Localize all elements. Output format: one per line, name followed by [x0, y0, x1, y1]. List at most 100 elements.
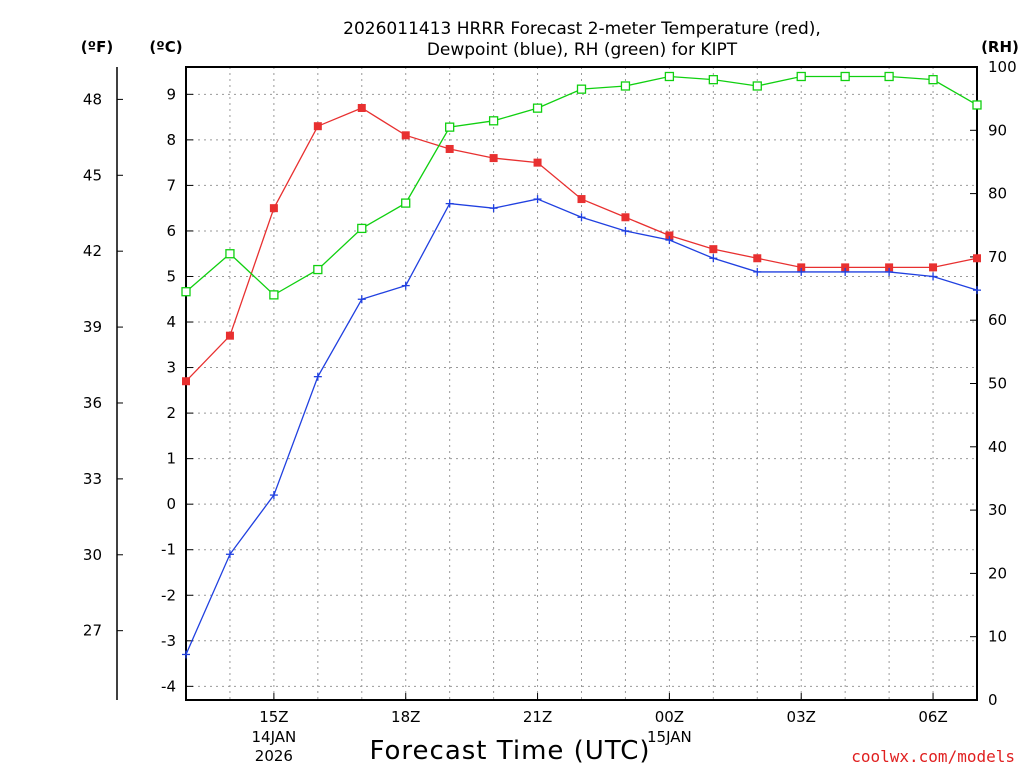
rh-point — [488, 116, 499, 126]
x-tick-label: 21Z — [523, 708, 552, 726]
temperature-point — [665, 231, 674, 240]
rh-point — [796, 71, 806, 82]
chart-title-line-1: 2026011413 HRRR Forecast 2-meter Tempera… — [343, 19, 821, 39]
dewpoint-point — [533, 195, 542, 204]
fahrenheit-tick-label: 48 — [83, 90, 102, 108]
temperature-point — [269, 204, 278, 213]
rh-point — [576, 84, 587, 94]
rh-point — [532, 103, 543, 113]
rh-tick-label: 50 — [988, 375, 1007, 393]
fahrenheit-tick-label: 33 — [83, 470, 102, 488]
rh-point — [401, 198, 411, 208]
celsius-tick-label: -4 — [161, 677, 176, 695]
chart-title-line-2: Dewpoint (blue), RH (green) for KIPT — [427, 40, 738, 60]
rh-tick-label: 0 — [988, 691, 998, 709]
rh-point — [972, 100, 982, 110]
x-tick-label: 18Z — [391, 708, 420, 726]
rh-point — [181, 287, 191, 297]
temperature-point — [797, 263, 806, 272]
temperature-point — [533, 158, 542, 167]
rh-tick-label: 10 — [988, 628, 1007, 646]
dewpoint-point — [973, 286, 981, 295]
dewpoint-point — [929, 272, 938, 281]
celsius-tick-label: -3 — [161, 632, 176, 650]
fahrenheit-tick-label: 39 — [83, 318, 102, 336]
rh-point — [664, 71, 675, 82]
rh-point — [708, 75, 718, 85]
x-tick-sublabel: 15JAN — [647, 728, 692, 746]
celsius-tick-label: 0 — [166, 495, 176, 513]
rh-tick-label: 40 — [988, 438, 1007, 456]
celsius-tick-label: 7 — [166, 176, 176, 194]
dewpoint-point — [225, 550, 234, 559]
dewpoint-point — [797, 267, 806, 276]
x-tick-label: 15Z — [259, 708, 288, 726]
temperature-point — [313, 122, 322, 131]
rh-unit-label: (RH) — [981, 38, 1019, 56]
x-tick-sublabel: 2026 — [255, 747, 293, 765]
temperature-point — [841, 263, 850, 272]
x-axis-title: Forecast Time (UTC) — [369, 736, 650, 766]
rh-point — [357, 223, 367, 234]
celsius-tick-label: -2 — [161, 586, 176, 604]
x-tick-label: 00Z — [655, 708, 684, 726]
grid-layer — [186, 67, 977, 700]
fahrenheit-tick-label: 27 — [83, 622, 102, 640]
fahrenheit-tick-label: 42 — [83, 242, 102, 260]
temperature-point — [489, 154, 498, 163]
dewpoint-point — [269, 491, 278, 500]
x-tick-sublabel: 14JAN — [252, 728, 297, 746]
celsius-tick-label: 8 — [166, 131, 176, 149]
rh-point — [752, 81, 762, 91]
temperature-point — [401, 131, 410, 140]
rh-point — [445, 122, 455, 132]
rh-tick-label: 90 — [988, 121, 1007, 139]
temperature-point — [753, 254, 762, 263]
rh-tick-label: 30 — [988, 501, 1007, 519]
dewpoint-point — [445, 199, 454, 208]
temperature-point — [225, 331, 234, 340]
rh-tick-label: 80 — [988, 185, 1007, 203]
rh-point — [225, 249, 235, 259]
plot-frame — [185, 66, 978, 701]
temperature-point — [577, 195, 586, 204]
dewpoint-point — [621, 226, 630, 235]
temperature-point — [709, 245, 718, 254]
celsius-tick-label: 2 — [166, 404, 176, 422]
celsius-unit-label: (ºC) — [149, 38, 182, 56]
dewpoint-point — [401, 281, 410, 290]
dewpoint-point — [489, 204, 498, 213]
fahrenheit-tick-label: 30 — [83, 546, 102, 564]
rh-point — [313, 264, 323, 275]
dewpoint-point — [313, 372, 322, 381]
fahrenheit-unit-label: (ºF) — [81, 38, 113, 56]
rh-point — [620, 81, 631, 91]
dewpoint-point — [182, 650, 190, 659]
celsius-tick-label: 3 — [166, 359, 176, 377]
series-layer — [181, 71, 982, 659]
fahrenheit-tick-label: 36 — [83, 394, 102, 412]
rh-tick-label: 60 — [988, 311, 1007, 329]
rh-tick-label: 20 — [988, 564, 1007, 582]
dewpoint-point — [841, 267, 850, 276]
dewpoint-point — [709, 254, 718, 263]
temperature-point — [182, 377, 190, 386]
rh-tick-label: 100 — [988, 58, 1017, 76]
temperature-point — [621, 213, 630, 222]
dewpoint-point — [753, 267, 762, 276]
rh-point — [840, 71, 850, 82]
temperature-series-line — [185, 107, 978, 382]
rh-point — [269, 290, 279, 300]
axes-layer — [116, 66, 978, 701]
celsius-tick-label: 9 — [166, 85, 176, 103]
temperature-point — [885, 263, 894, 272]
dewpoint-point — [577, 213, 586, 222]
dewpoint-point — [665, 236, 674, 245]
celsius-tick-label: 4 — [166, 313, 176, 331]
celsius-tick-label: 5 — [166, 267, 176, 285]
temperature-point — [929, 263, 938, 272]
credit-text: coolwx.com/models — [851, 747, 1015, 766]
celsius-tick-label: -1 — [161, 541, 176, 559]
celsius-tick-label: 1 — [166, 450, 176, 468]
